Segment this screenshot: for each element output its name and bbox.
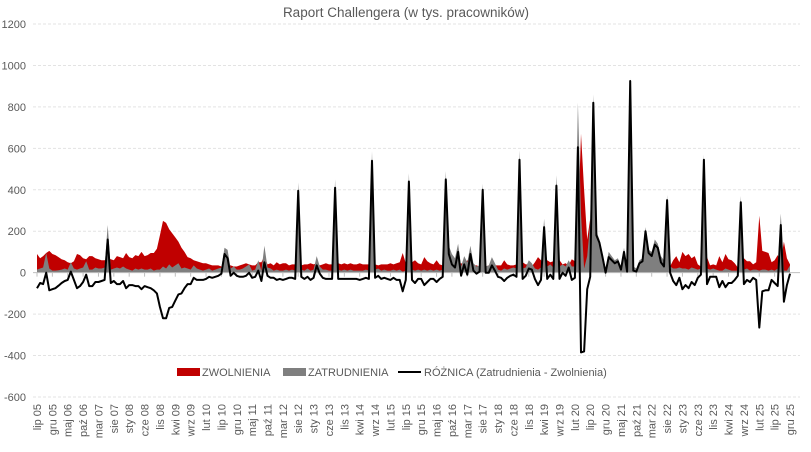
x-tick-label: lip 25	[770, 404, 782, 430]
x-tick-label: sty 13	[309, 404, 321, 433]
x-tick-label: lut 25	[754, 404, 766, 431]
y-tick-label: 600	[8, 143, 26, 155]
x-tick-label: mar 07	[93, 404, 105, 438]
legend-label-zatrudnienia: ZATRUDNIENIA	[308, 367, 389, 379]
x-tick-label: kwi 14	[355, 404, 367, 435]
x-tick-label: cze 13	[324, 404, 336, 436]
x-tick-label: paź 06	[78, 404, 90, 437]
x-tick-label: lis 23	[708, 404, 720, 430]
y-tick-label: 400	[8, 185, 26, 197]
x-tick-label: maj 06	[63, 404, 75, 437]
x-tick-label: kwi 09	[170, 404, 182, 435]
x-tick-label: maj 21	[616, 404, 628, 437]
y-tick-label: 1000	[2, 60, 26, 72]
legend-label-roznica: RÓŻNICA (Zatrudnienia - Zwolnienia)	[424, 366, 607, 379]
x-tick-label: mar 17	[462, 404, 474, 438]
area-zwolnienia	[37, 133, 790, 273]
legend: ZWOLNIENIA ZATRUDNIENIA RÓŻNICA (Zatrudn…	[177, 366, 607, 379]
x-tick-label: maj 11	[247, 404, 259, 436]
x-tick-label: mar 22	[647, 404, 659, 438]
x-tick-label: sie 17	[478, 404, 490, 433]
x-tick-label: lip 15	[401, 404, 413, 430]
x-tick-label: kwi 24	[724, 404, 736, 435]
plot-lines	[36, 80, 791, 354]
x-tick-label: paź 21	[631, 404, 643, 437]
legend-label-zwolnienia: ZWOLNIENIA	[202, 367, 271, 379]
x-tick-label: sty 23	[677, 404, 689, 433]
x-tick-label: gru 25	[785, 404, 797, 435]
x-tick-label: cze 23	[693, 404, 705, 436]
x-tick-label: gru 05	[47, 404, 59, 435]
x-tick-label: lut 20	[570, 404, 582, 431]
x-tick-label: wrz 14	[370, 404, 382, 437]
y-tick-label: -600	[4, 392, 26, 404]
x-axis	[33, 272, 800, 277]
x-tick-label: lut 15	[385, 404, 397, 431]
y-tick-label: 1200	[2, 19, 26, 31]
legend-swatch-zwolnienia	[177, 368, 200, 376]
x-tick-label: sty 08	[124, 404, 136, 433]
x-tick-label: cze 18	[508, 404, 520, 436]
x-tick-label: gru 20	[601, 404, 613, 435]
chart-title: Raport Challengera (w tys. pracowników)	[283, 5, 529, 20]
x-tick-label: sie 22	[662, 404, 674, 433]
x-tick-label: mar 12	[278, 404, 290, 438]
y-tick-label: -400	[4, 351, 26, 363]
x-tick-label: lip 05	[32, 404, 44, 430]
y-axis-labels: -600 -400 -200 0 200 400 600 800 1000 1200	[2, 19, 26, 404]
y-tick-label: 0	[20, 268, 26, 280]
legend-swatch-zatrudnienia	[283, 368, 306, 376]
x-tick-label: gru 15	[416, 404, 428, 435]
x-tick-label: lis 08	[155, 404, 167, 430]
x-tick-label: kwi 19	[539, 404, 551, 435]
gridlines	[33, 23, 800, 398]
x-tick-label: lip 20	[585, 404, 597, 430]
x-tick-label: wrz 24	[739, 404, 751, 437]
x-tick-label: wrz 09	[186, 404, 198, 437]
x-tick-label: lut 10	[201, 404, 213, 431]
x-axis-labels: lip 05 gru 05 maj 06 paź 06 mar 07 sie 07 sty …	[32, 404, 797, 438]
x-tick-label: lis 18	[524, 404, 536, 430]
x-tick-label: paź 11	[263, 404, 275, 436]
x-tick-label: lip 10	[216, 404, 228, 430]
x-tick-label: paź 16	[447, 404, 459, 437]
y-tick-label: 800	[8, 102, 26, 114]
y-tick-label: 200	[8, 226, 26, 238]
x-tick-label: wrz 19	[554, 404, 566, 437]
x-tick-label: sie 12	[293, 404, 305, 433]
x-tick-label: cze 08	[140, 404, 152, 436]
x-tick-label: sty 18	[493, 404, 505, 433]
x-tick-label: lis 13	[339, 404, 351, 430]
line-roznica	[36, 80, 791, 354]
x-tick-label: maj 16	[432, 404, 444, 437]
x-tick-label: gru 10	[232, 404, 244, 435]
y-tick-label: -200	[4, 309, 26, 321]
x-tick-label: sie 07	[109, 404, 121, 433]
